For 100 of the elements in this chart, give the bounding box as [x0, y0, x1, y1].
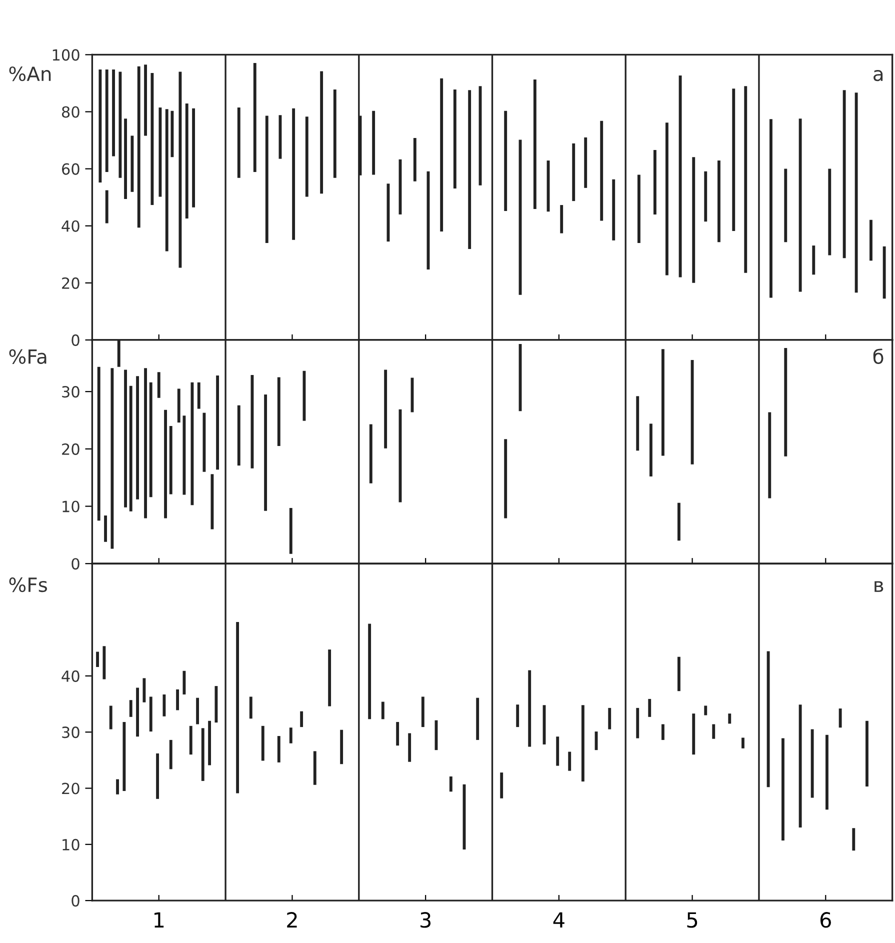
bar	[692, 157, 696, 283]
bar	[528, 670, 532, 747]
bar	[249, 696, 252, 719]
y-tick-label: 10	[62, 838, 80, 850]
bar	[677, 656, 680, 692]
bar	[201, 728, 204, 781]
bar	[649, 424, 652, 476]
bar	[136, 376, 139, 500]
bar	[810, 729, 814, 798]
bar	[264, 394, 268, 511]
bar	[104, 515, 107, 542]
bar	[110, 368, 114, 549]
bar	[704, 706, 708, 716]
bar	[182, 670, 186, 694]
x-tick-label: 1	[154, 912, 164, 928]
y-axis-title: %Fs	[9, 577, 48, 592]
bar	[581, 705, 584, 782]
annotation: a	[874, 70, 883, 82]
y-axis-title: %Fa	[9, 349, 46, 364]
bar	[369, 424, 372, 484]
bar	[798, 704, 802, 828]
bar	[289, 508, 292, 554]
x-tick-label: 6	[820, 912, 831, 928]
bar	[768, 412, 772, 498]
bar	[826, 734, 828, 810]
bar	[214, 686, 218, 723]
bar	[116, 779, 119, 794]
y-tick-label: 0	[72, 334, 80, 346]
bar	[112, 70, 115, 156]
bar	[381, 702, 384, 720]
bar	[129, 700, 132, 717]
bar	[177, 388, 180, 423]
bar	[292, 108, 296, 240]
bar	[210, 474, 214, 530]
bar	[744, 86, 748, 273]
y-tick-label: 100	[52, 49, 80, 61]
bar	[169, 426, 172, 494]
bar	[784, 168, 788, 242]
bar	[692, 714, 696, 755]
bar	[149, 696, 152, 732]
bar	[741, 738, 744, 748]
bar	[661, 349, 664, 456]
bar	[333, 89, 336, 178]
bar	[838, 708, 842, 728]
bar	[130, 136, 134, 192]
bar	[661, 724, 664, 740]
bar	[812, 246, 816, 275]
bar	[636, 396, 640, 451]
bar	[250, 374, 254, 468]
bar	[189, 726, 192, 755]
bar	[504, 439, 508, 518]
bar	[516, 704, 520, 728]
bar	[712, 724, 716, 739]
bar	[136, 688, 139, 737]
bar	[162, 694, 166, 716]
bar	[156, 753, 159, 799]
bar	[289, 728, 292, 744]
y-tick-label: 20	[62, 782, 80, 794]
bar	[440, 78, 444, 232]
bar	[253, 62, 256, 172]
bar	[866, 720, 868, 787]
bar	[313, 751, 316, 785]
bar	[170, 110, 174, 158]
bar	[704, 171, 708, 222]
bar	[784, 348, 788, 456]
bar	[372, 110, 376, 175]
x-tick-label: 3	[420, 912, 431, 928]
bar	[197, 382, 200, 409]
bar	[612, 179, 616, 240]
bar	[109, 706, 112, 730]
bar	[265, 116, 268, 243]
bar	[504, 110, 508, 212]
bar	[476, 698, 480, 740]
bar	[129, 386, 132, 512]
x-tick-label: 2	[287, 912, 297, 928]
bar	[584, 137, 588, 188]
bar	[413, 138, 416, 182]
bar	[852, 828, 856, 851]
bar	[568, 752, 572, 771]
annotation: б	[873, 348, 884, 364]
bar	[196, 698, 199, 724]
bar	[236, 622, 240, 794]
bar	[732, 88, 736, 231]
bar	[408, 733, 412, 762]
bar	[637, 174, 640, 243]
bar	[572, 143, 576, 202]
y-tick-label: 20	[62, 277, 80, 289]
bar	[384, 370, 388, 448]
bar	[533, 80, 536, 210]
bar	[766, 651, 770, 788]
bar	[665, 122, 668, 276]
bar	[421, 696, 424, 728]
bar	[150, 72, 154, 206]
bar	[500, 772, 504, 798]
bar	[854, 92, 858, 293]
x-tick-label: 4	[553, 912, 564, 928]
bar	[157, 372, 160, 398]
bar	[122, 722, 126, 792]
y-tick-label: 30	[62, 726, 80, 738]
bar	[396, 722, 400, 746]
